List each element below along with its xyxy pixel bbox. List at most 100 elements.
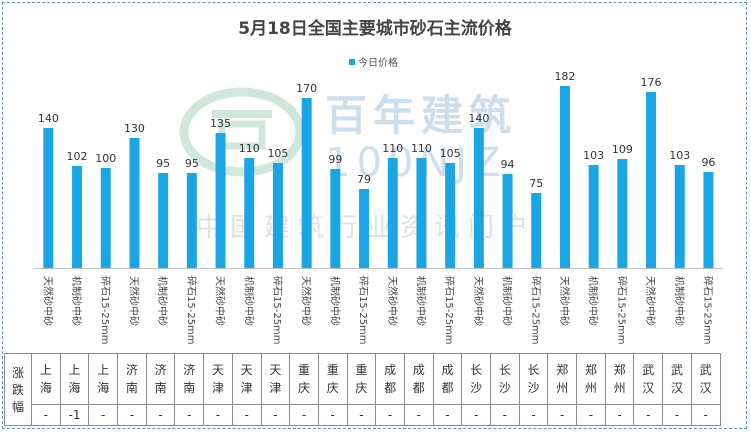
bar: [272, 163, 283, 268]
category-label: 天然砂中砂: [41, 276, 54, 326]
change-cell: -: [633, 404, 664, 426]
city-cell: 上海: [31, 353, 61, 405]
bar: [158, 173, 169, 268]
change-cell: -: [490, 404, 520, 426]
data-label: 176: [641, 76, 662, 89]
change-cell: -: [231, 404, 262, 426]
data-label: 135: [210, 117, 231, 130]
city-cell: 郑州: [576, 353, 606, 405]
city-cell: 郑州: [547, 353, 578, 405]
category-label: 机制砂中砂: [414, 276, 427, 326]
data-label: 95: [156, 157, 170, 170]
category-label: 碎石15-25mm: [443, 276, 456, 345]
category-label: 机制砂中砂: [673, 276, 686, 326]
change-cell: -: [403, 404, 434, 426]
city-cell: 上海: [88, 353, 119, 405]
city-cell: 成都: [375, 353, 405, 405]
change-cell: -: [289, 404, 319, 426]
city-cell: 长沙: [461, 353, 491, 405]
category-label: 机制砂中砂: [70, 276, 83, 326]
data-label: 99: [328, 153, 342, 166]
city-cell: 成都: [403, 353, 434, 405]
bar: [617, 159, 628, 268]
category-label: 天然砂中砂: [472, 276, 485, 326]
change-cell: -: [375, 404, 405, 426]
city-cell: 长沙: [518, 353, 549, 405]
city-cell: 天津: [203, 353, 233, 405]
bar: [416, 158, 427, 268]
data-label: 140: [38, 112, 59, 125]
category-label: 天然砂中砂: [558, 276, 571, 326]
bar: [703, 172, 714, 268]
data-label: 103: [669, 149, 690, 162]
city-cell: 上海: [59, 353, 90, 405]
category-label: 天然砂中砂: [127, 276, 140, 326]
change-cell: -1: [59, 404, 90, 426]
category-label: 机制砂中砂: [501, 276, 514, 326]
change-cell: -: [203, 404, 233, 426]
category-label: 碎石15-25mm: [185, 276, 198, 345]
bar: [502, 174, 513, 268]
data-label: 79: [357, 173, 371, 186]
category-label: 机制砂中砂: [242, 276, 255, 326]
change-row-label: 涨跌幅: [4, 353, 32, 426]
change-cell: -: [604, 404, 635, 426]
data-label: 103: [583, 149, 604, 162]
data-label: 96: [701, 156, 715, 169]
category-label: 机制砂中砂: [156, 276, 169, 326]
city-cell: 重庆: [289, 353, 319, 405]
bar: [445, 163, 456, 268]
legend-label: 今日价格: [358, 56, 398, 69]
change-cell: -: [576, 404, 606, 426]
data-label: 100: [95, 152, 116, 165]
bar: [215, 133, 226, 268]
data-label: 110: [411, 142, 432, 155]
category-label: 碎石15-25mm: [615, 276, 628, 345]
city-cell: 重庆: [317, 353, 348, 405]
category-label: 天然砂中砂: [300, 276, 313, 326]
data-label: 95: [185, 157, 199, 170]
change-cell: -: [432, 404, 463, 426]
bar: [244, 158, 255, 268]
bar: [387, 158, 398, 268]
category-label: 机制砂中砂: [587, 276, 600, 326]
data-label: 170: [296, 82, 317, 95]
city-cell: 武汉: [690, 353, 721, 405]
bar: [301, 98, 312, 268]
bar: [330, 169, 341, 268]
change-cell: -: [260, 404, 291, 426]
city-cell: 成都: [432, 353, 463, 405]
city-cell: 天津: [260, 353, 291, 405]
data-label: 75: [529, 177, 543, 190]
bar: [43, 128, 54, 268]
category-label: 碎石15-25mm: [701, 276, 714, 345]
change-cell: -: [117, 404, 147, 426]
change-cell: -: [317, 404, 348, 426]
bar: [559, 86, 570, 268]
data-label: 105: [267, 147, 288, 160]
city-cell: 武汉: [633, 353, 664, 405]
data-label: 109: [612, 143, 633, 156]
bar: [646, 92, 657, 268]
city-cell: 长沙: [490, 353, 520, 405]
change-cell: -: [690, 404, 721, 426]
bar: [129, 138, 140, 268]
bar: [674, 165, 685, 268]
bar: [100, 168, 111, 268]
change-cell: -: [145, 404, 176, 426]
city-cell: 济南: [174, 353, 205, 405]
data-label: 182: [554, 70, 575, 83]
change-row-label-text: 涨跌幅: [11, 366, 24, 414]
category-label: 天然砂中砂: [214, 276, 227, 326]
category-label: 机制砂中砂: [328, 276, 341, 326]
city-cell: 济南: [145, 353, 176, 405]
change-cell: -: [547, 404, 578, 426]
category-label: 天然砂中砂: [644, 276, 657, 326]
category-label: 天然砂中砂: [386, 276, 399, 326]
bar: [359, 189, 370, 268]
bar-chart: 百年建筑100NJZ中国建筑行业资讯门户5月18日全国主要城市砂石主流价格今日价…: [34, 18, 723, 345]
change-cell: -: [518, 404, 549, 426]
city-cell: 天津: [231, 353, 262, 405]
bar: [72, 166, 83, 268]
